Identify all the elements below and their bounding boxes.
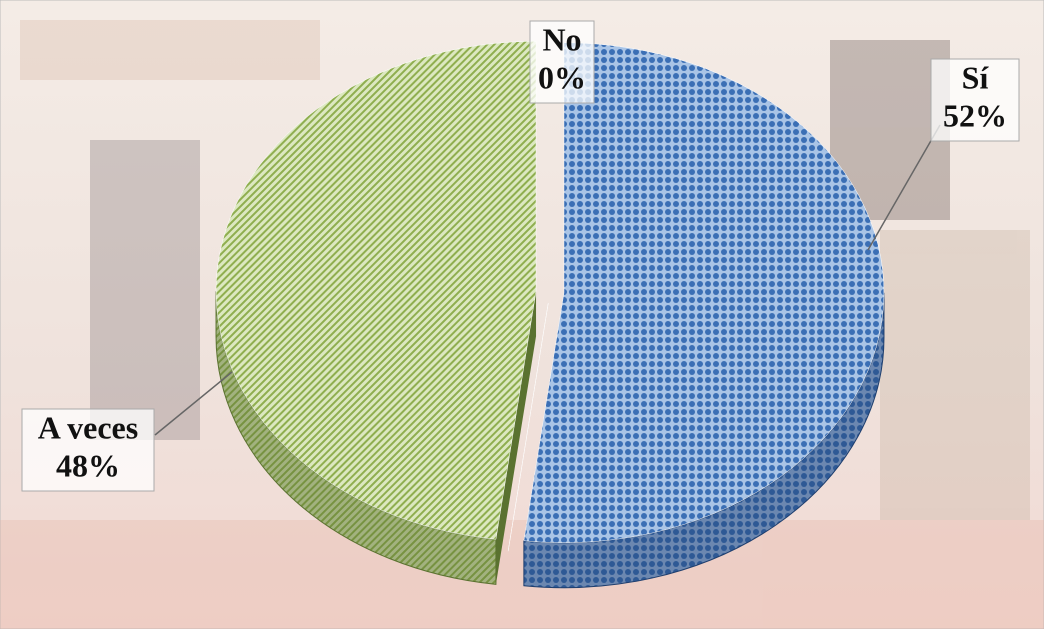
category-label: Sí [962,59,990,95]
slice [215,41,537,540]
value-label: 0% [538,59,586,95]
slice-cut-face [495,291,537,585]
category-label: No [542,21,581,57]
slice-side-shade [523,292,884,588]
leader-line [867,124,941,251]
category-label: A veces [38,409,138,445]
slice [507,303,549,552]
label-box [529,20,595,104]
slice-side-shade [216,291,496,585]
value-label: 52% [943,97,1007,133]
label-box [930,58,1020,142]
pie [215,41,885,589]
background-photo [0,20,1044,629]
value-label: 48% [56,447,120,483]
label-box [21,408,155,492]
slice [523,42,885,543]
leader-line [154,371,233,436]
